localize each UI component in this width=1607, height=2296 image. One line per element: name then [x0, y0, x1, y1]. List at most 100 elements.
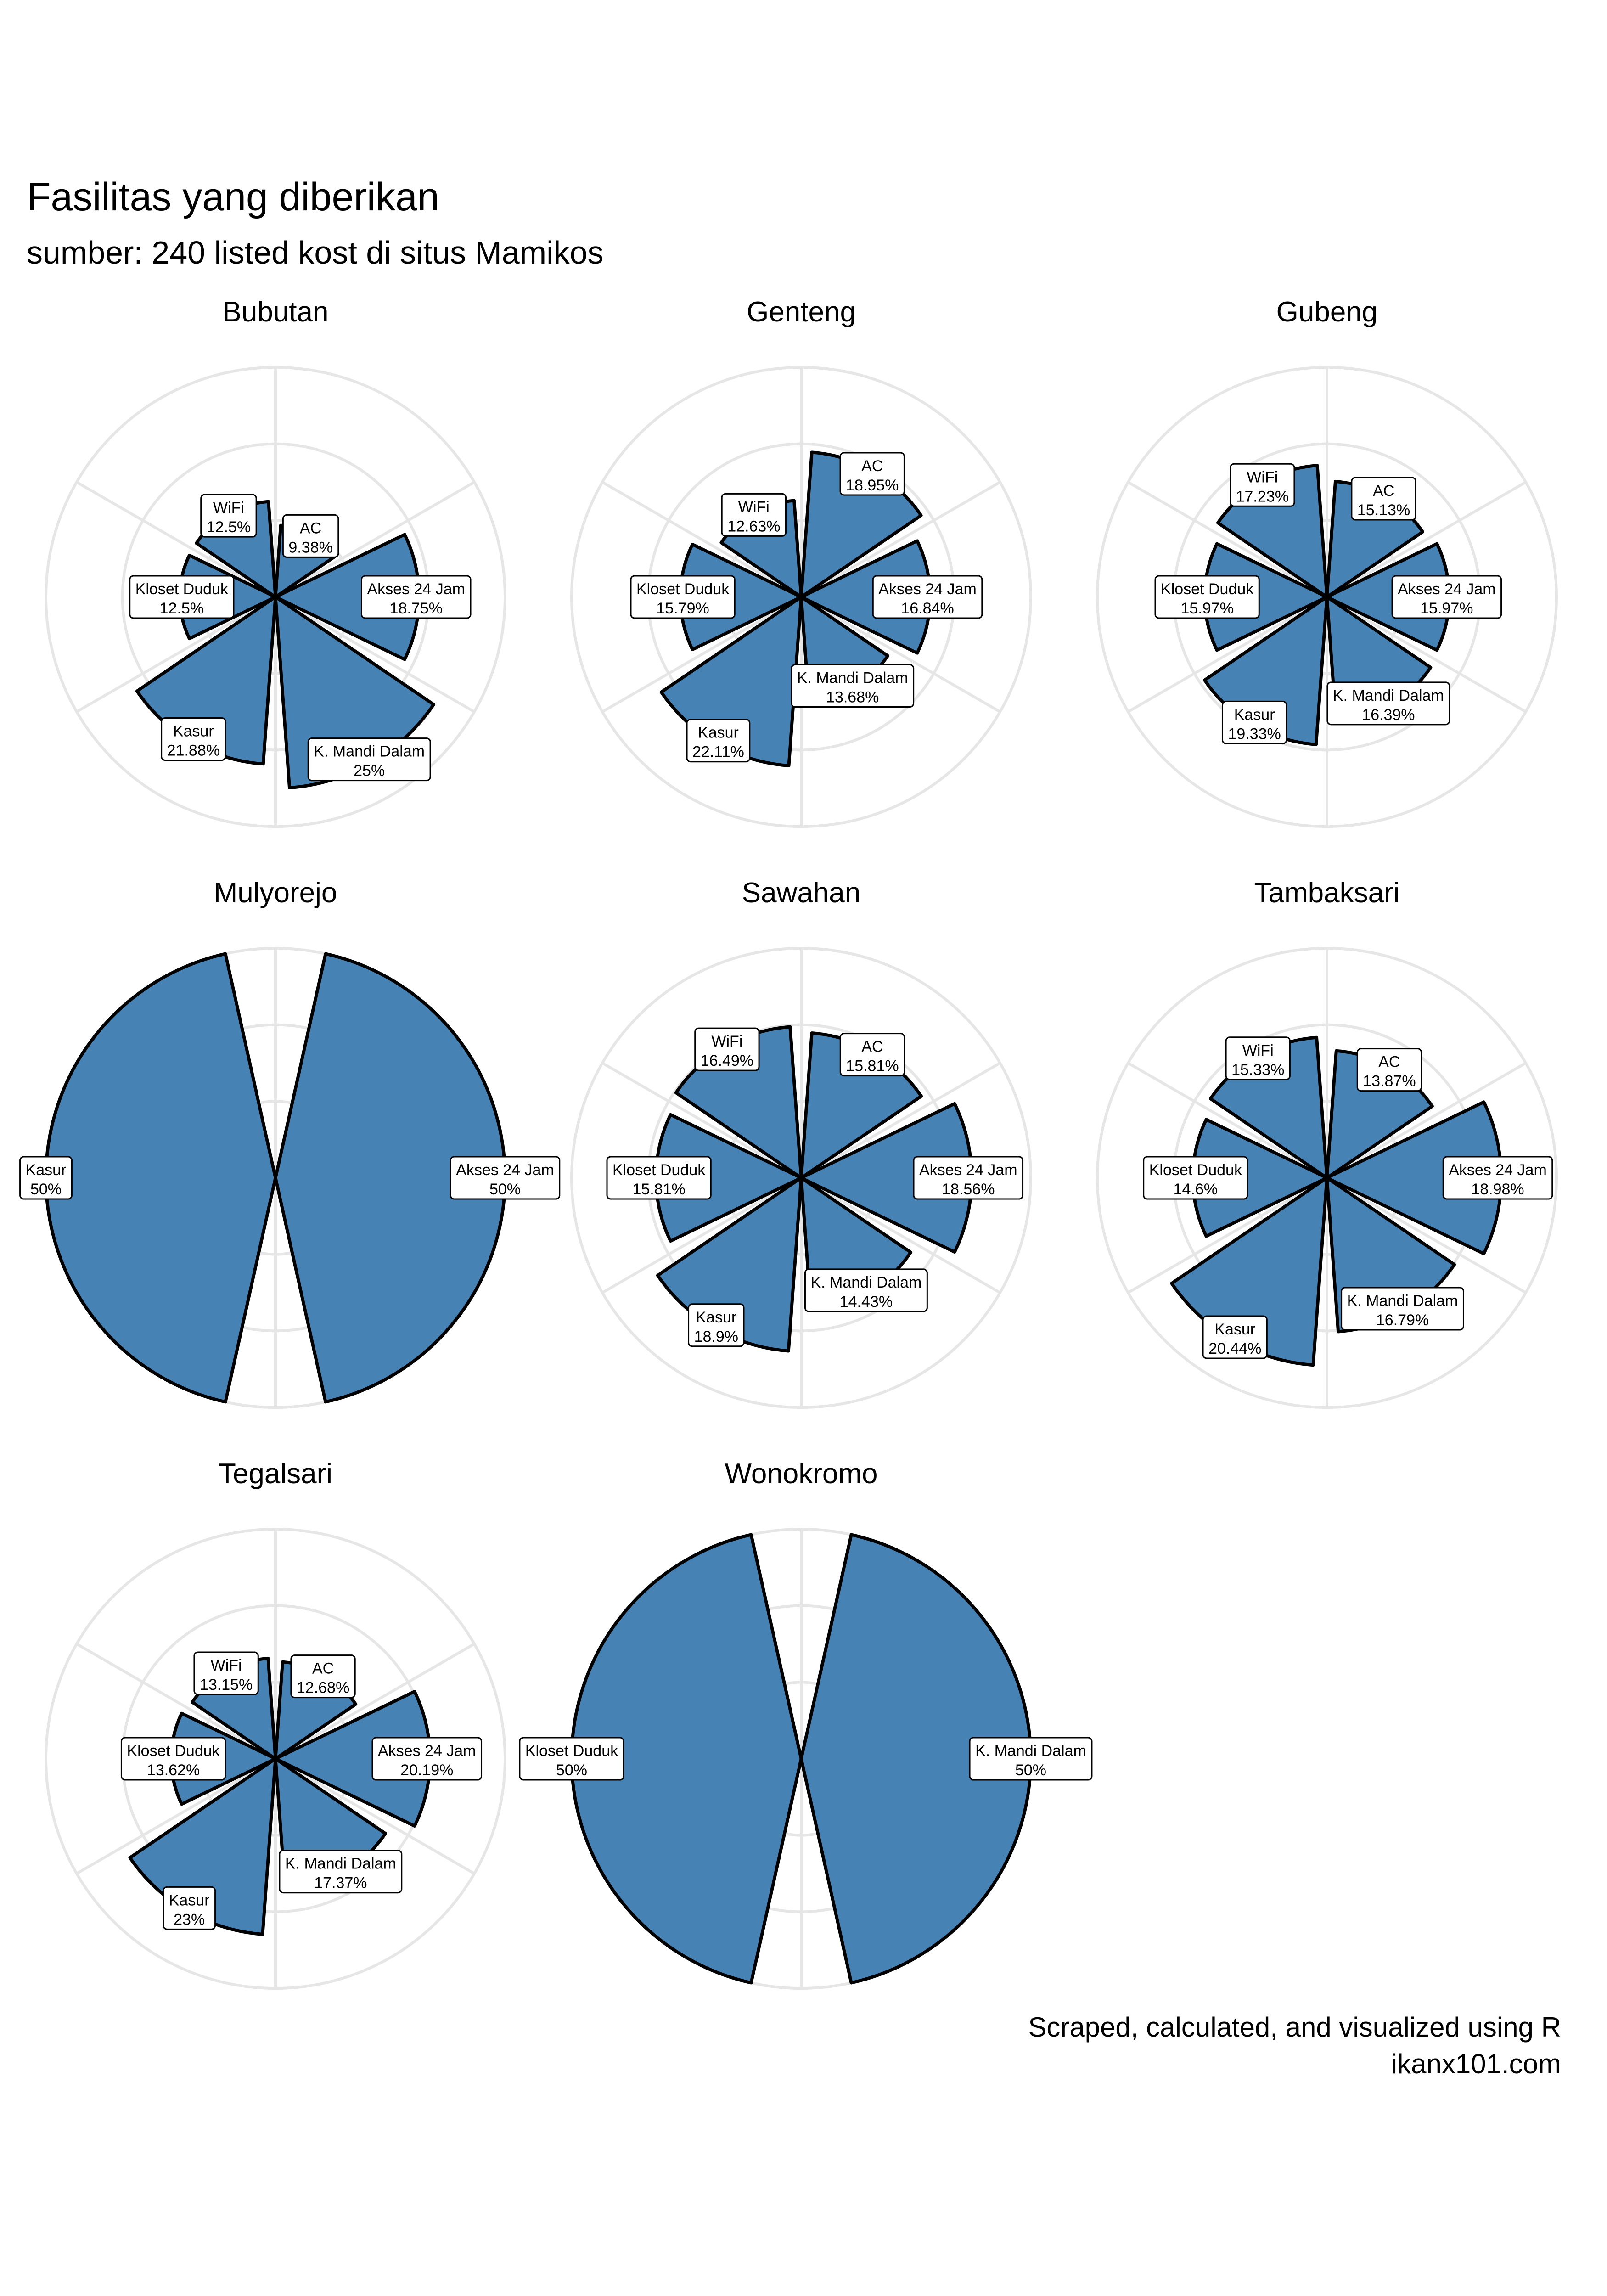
label-category: Kasur	[1234, 706, 1275, 723]
label-box	[1202, 1315, 1268, 1359]
label-value: 16.79%	[1376, 1311, 1429, 1329]
label-category: Kasur	[1214, 1321, 1255, 1338]
label-category: Kloset Duduk	[127, 1742, 220, 1760]
panel-sawahan: Sawahan AC 15.81% Akses 24 Jam 18.56% K. Mand…	[570, 877, 1032, 1409]
panel-tambaksari: Tambaksari AC 13.87% Akses 24 Jam 18.98% K. M…	[1096, 877, 1558, 1409]
grid-spoke	[1326, 1062, 1527, 1179]
data-label-akses-24-jam: Akses 24 Jam 50%	[450, 1156, 561, 1200]
label-box	[1143, 1156, 1248, 1200]
caption-line-2: ikanx101.com	[1391, 2048, 1561, 2079]
label-value: 15.33%	[1231, 1061, 1284, 1079]
label-box	[450, 1156, 561, 1200]
label-box	[913, 1156, 1024, 1200]
label-value: 13.62%	[147, 1761, 200, 1779]
label-value: 50%	[556, 1761, 587, 1779]
label-value: 15.97%	[1180, 600, 1233, 617]
label-box	[1326, 681, 1450, 726]
grid-spoke	[800, 1176, 1001, 1294]
panel-title: Tegalsari	[219, 1458, 332, 1490]
label-category: WiFi	[738, 498, 770, 516]
grid-spoke	[1127, 596, 1328, 713]
data-label-kasur: Kasur 23%	[163, 1886, 216, 1930]
data-label-ac: AC 12.68%	[290, 1654, 356, 1699]
label-value: 15.81%	[846, 1058, 899, 1075]
label-value: 14.6%	[1174, 1181, 1218, 1198]
label-category: WiFi	[1242, 1042, 1274, 1059]
data-label-kasur: Kasur 18.9%	[688, 1303, 745, 1347]
data-label-akses-24-jam: Akses 24 Jam 18.56%	[913, 1156, 1024, 1200]
label-value: 50%	[30, 1181, 62, 1198]
grid-spoke	[76, 1757, 276, 1875]
label-category: Kloset Duduk	[135, 580, 229, 598]
label-box	[1341, 1287, 1464, 1331]
page-subtitle: sumber: 240 listed kost di situs Mamikos	[27, 235, 604, 270]
label-category: Akses 24 Jam	[878, 580, 977, 598]
caption-line-1: Scraped, calculated, and visualized usin…	[1028, 2012, 1561, 2043]
data-label-ac: AC 18.95%	[839, 452, 905, 496]
label-box	[161, 717, 226, 761]
label-box	[630, 575, 736, 619]
grid-spoke	[275, 1757, 475, 1875]
data-label-kasur: Kasur 21.88%	[161, 717, 226, 761]
label-box	[1230, 463, 1295, 507]
data-label-ac: AC 15.81%	[839, 1033, 905, 1077]
grid-spoke	[800, 596, 1001, 713]
label-category: Kasur	[26, 1161, 67, 1179]
label-box	[282, 514, 339, 558]
label-value: 15.13%	[1357, 501, 1410, 519]
grid-spoke	[601, 596, 802, 713]
data-label-kloset-duduk: Kloset Duduk 12.5%	[129, 575, 235, 619]
label-category: Akses 24 Jam	[456, 1161, 554, 1179]
data-label-kloset-duduk: Kloset Duduk 15.79%	[630, 575, 736, 619]
label-value: 12.5%	[160, 600, 204, 617]
panel-title: Genteng	[747, 296, 856, 328]
label-category: WiFi	[213, 499, 244, 517]
label-category: Kloset Duduk	[636, 580, 730, 598]
data-label-kloset-duduk: Kloset Duduk 15.81%	[606, 1156, 712, 1200]
label-value: 25%	[354, 762, 385, 780]
label-box	[290, 1654, 356, 1699]
label-value: 15.97%	[1420, 600, 1473, 617]
label-box	[1221, 700, 1287, 744]
label-value: 15.79%	[656, 600, 709, 617]
label-box	[872, 575, 983, 619]
grid-spoke	[275, 481, 475, 598]
data-label-akses-24-jam: Akses 24 Jam 15.97%	[1391, 575, 1502, 619]
grid-spoke	[1127, 1176, 1328, 1294]
label-value: 9.38%	[288, 539, 332, 556]
label-box	[839, 1033, 905, 1077]
label-value: 16.39%	[1362, 706, 1415, 724]
label-box	[688, 1303, 745, 1347]
panel-genteng: Genteng AC 18.95% Akses 24 Jam 16.84% K. Mand…	[570, 296, 1032, 828]
label-box	[360, 575, 472, 619]
panel-title: Mulyorejo	[214, 877, 337, 909]
label-category: K. Mandi Dalam	[1333, 687, 1444, 704]
label-value: 16.84%	[901, 600, 954, 617]
label-value: 20.44%	[1208, 1340, 1261, 1357]
label-box	[804, 1268, 928, 1312]
label-value: 22.11%	[692, 743, 744, 761]
label-box	[19, 1156, 73, 1200]
label-category: Kasur	[173, 722, 214, 740]
label-category: Kloset Duduk	[1161, 580, 1254, 598]
label-category: K. Mandi Dalam	[810, 1274, 921, 1291]
panel-title: Tambaksari	[1254, 877, 1400, 909]
label-value: 50%	[489, 1181, 521, 1198]
label-box	[279, 1850, 403, 1894]
label-box	[1154, 575, 1260, 619]
label-box	[1442, 1156, 1553, 1200]
label-value: 18.9%	[694, 1328, 738, 1345]
data-label-kasur: Kasur 19.33%	[1221, 700, 1287, 744]
grid-spoke	[1326, 481, 1527, 598]
grid-spoke	[275, 1643, 475, 1760]
label-value: 50%	[1015, 1761, 1046, 1779]
label-box	[193, 1651, 259, 1695]
label-box	[686, 719, 751, 763]
